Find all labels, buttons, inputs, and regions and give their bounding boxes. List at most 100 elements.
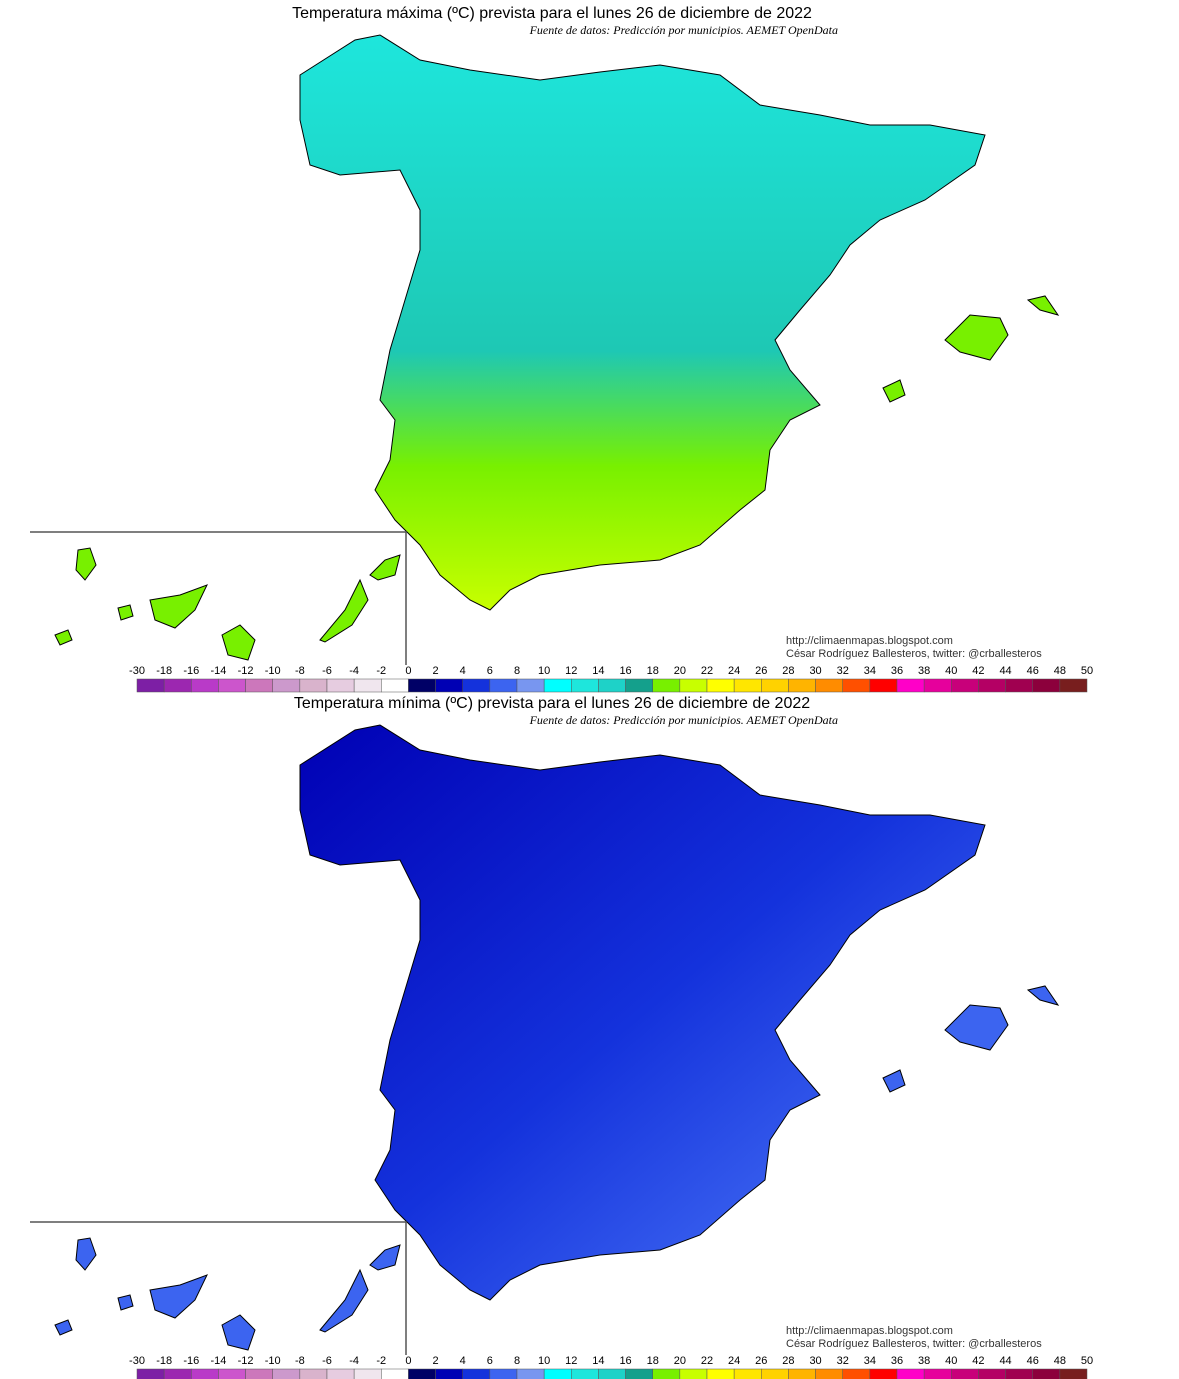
map-panel: Temperatura mínima (ºC) prevista para el…	[30, 695, 1093, 1379]
colorbar-tick: 30	[809, 665, 821, 677]
colorbar-tick: 18	[647, 1355, 659, 1367]
colorbar-tick: 40	[945, 665, 957, 677]
land	[299, 724, 986, 1301]
colorbar-swatch	[923, 678, 952, 693]
colorbar-tick: 42	[972, 665, 984, 677]
colorbar-swatch	[978, 1368, 1006, 1379]
colorbar-swatch	[706, 678, 735, 693]
colorbar-tick: -4	[349, 1355, 359, 1367]
colorbar-swatch	[923, 1368, 952, 1379]
colorbar-swatch	[951, 678, 979, 693]
colorbar-tick: 18	[647, 665, 659, 677]
colorbar-tick: 36	[891, 665, 903, 677]
colorbar-tick: 46	[1027, 665, 1039, 677]
colorbar-swatch	[299, 1368, 328, 1379]
colorbar-swatch	[598, 678, 626, 693]
colorbar-swatch	[489, 1368, 518, 1379]
map-title: Temperatura mínima (ºC) prevista para el…	[294, 695, 810, 712]
colorbar-tick: 32	[837, 1355, 849, 1367]
island	[221, 624, 256, 661]
colorbar-tick: -30	[129, 665, 145, 677]
colorbar-tick: 10	[538, 665, 550, 677]
colorbar-tick: 12	[565, 665, 577, 677]
colorbar-tick: -2	[376, 1355, 386, 1367]
colorbar-swatch	[136, 678, 165, 693]
island	[54, 629, 73, 646]
colorbar-tick: 50	[1081, 1355, 1093, 1367]
colorbar-tick: -8	[295, 665, 305, 677]
colorbar-swatch	[191, 678, 219, 693]
colorbar-swatch	[299, 678, 328, 693]
island	[221, 1314, 256, 1351]
island	[369, 1244, 401, 1271]
colorbar-swatch	[543, 1368, 572, 1379]
map-title: Temperatura máxima (ºC) prevista para el…	[292, 5, 812, 22]
island	[944, 1004, 1009, 1051]
colorbar-tick: 44	[999, 665, 1011, 677]
colorbar-swatch	[353, 678, 382, 693]
colorbar-tick: 38	[918, 1355, 930, 1367]
map-panel: Temperatura máxima (ºC) prevista para el…	[30, 5, 1093, 693]
colorbar-tick: 30	[809, 1355, 821, 1367]
colorbar-swatch	[462, 1368, 491, 1379]
colorbar-swatch	[598, 1368, 626, 1379]
colorbar-swatch	[788, 678, 816, 693]
colorbar-swatch	[516, 1368, 545, 1379]
colorbar-tick: 26	[755, 1355, 767, 1367]
colorbar-tick: 28	[782, 665, 794, 677]
colorbar-swatch	[1032, 1368, 1061, 1379]
colorbar-tick: 6	[487, 665, 493, 677]
colorbar-tick: -14	[210, 665, 226, 677]
colorbar-swatch	[381, 678, 409, 693]
colorbar-tick: 0	[405, 665, 411, 677]
colorbar-tick: 12	[565, 1355, 577, 1367]
colorbar-swatch	[245, 1368, 273, 1379]
credit-author: César Rodríguez Ballesteros, twitter: @c…	[786, 1338, 1042, 1350]
colorbar-tick: -10	[265, 665, 281, 677]
colorbar-swatch	[788, 1368, 816, 1379]
colorbar-tick: 8	[514, 665, 520, 677]
colorbar-tick: 24	[728, 665, 740, 677]
colorbar-tick: 26	[755, 665, 767, 677]
colorbar-tick: -18	[156, 1355, 172, 1367]
colorbar-tick: 14	[592, 1355, 604, 1367]
island	[1026, 295, 1060, 316]
colorbar-tick: 38	[918, 665, 930, 677]
colorbar-tick: 14	[592, 665, 604, 677]
colorbar-tick: -8	[295, 1355, 305, 1367]
colorbar-swatch	[733, 1368, 762, 1379]
colorbar-swatch	[869, 678, 898, 693]
island	[369, 554, 401, 581]
colorbar-tick: 6	[487, 1355, 493, 1367]
colorbar-swatch	[462, 678, 491, 693]
colorbar-tick: -16	[183, 665, 199, 677]
colorbar-tick: -4	[349, 665, 359, 677]
colorbar-swatch	[1005, 678, 1033, 693]
colorbar-tick: -6	[322, 1355, 332, 1367]
colorbar-tick: 50	[1081, 665, 1093, 677]
colorbar-tick: 44	[999, 1355, 1011, 1367]
colorbar-tick: -16	[183, 1355, 199, 1367]
colorbar-swatch	[136, 1368, 165, 1379]
colorbar-swatch	[543, 678, 572, 693]
colorbar-swatch	[435, 1368, 463, 1379]
island	[882, 379, 906, 403]
colorbar-swatch	[815, 678, 843, 693]
colorbar-tick: 0	[405, 1355, 411, 1367]
colorbar-tick: -12	[238, 1355, 254, 1367]
colorbar-tick: 2	[433, 665, 439, 677]
colorbar-swatch	[761, 1368, 789, 1379]
colorbar-swatch	[272, 1368, 301, 1379]
colorbar-swatch	[435, 678, 463, 693]
colorbar-swatch	[571, 678, 599, 693]
land	[299, 34, 986, 611]
colorbar-tick: 4	[460, 665, 466, 677]
colorbar-swatch	[326, 1368, 355, 1379]
colorbar-tick: -12	[238, 665, 254, 677]
colorbar-tick: 22	[701, 665, 713, 677]
colorbar-tick: 10	[538, 1355, 550, 1367]
colorbar-swatch	[489, 678, 518, 693]
island	[75, 547, 97, 581]
colorbar-tick: 28	[782, 1355, 794, 1367]
